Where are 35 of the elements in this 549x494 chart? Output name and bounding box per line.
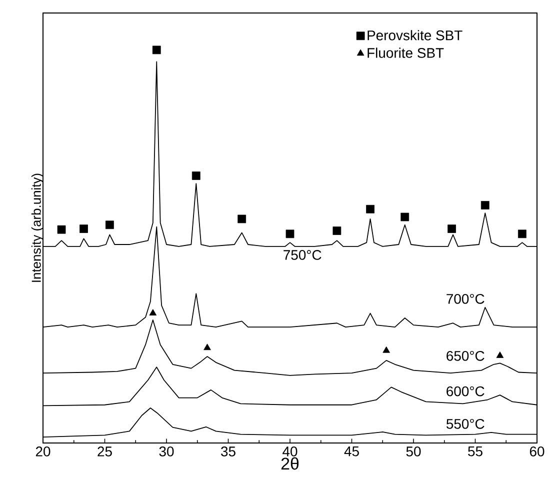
x-tick-label: 20 <box>36 446 50 456</box>
point <box>480 201 490 210</box>
x-tick-label: 35 <box>221 446 236 456</box>
y-axis-title: Intensity (arb.unity) <box>31 174 44 282</box>
point <box>366 204 374 214</box>
legend-label: Perovskite SBT <box>368 30 462 40</box>
legend-label: Fluorite SBT <box>368 48 444 58</box>
x-tick-label: 50 <box>406 446 421 456</box>
point <box>518 230 526 238</box>
point <box>152 46 161 54</box>
x-tick-label: 60 <box>530 446 544 456</box>
point <box>332 226 342 235</box>
point <box>238 214 246 224</box>
series-label: 650°C <box>446 350 484 361</box>
point <box>382 346 390 353</box>
point <box>192 172 200 180</box>
x-tick-label: 45 <box>344 446 359 456</box>
point <box>57 225 66 234</box>
point <box>80 224 88 233</box>
series-label: 600°C <box>446 386 484 396</box>
point <box>204 344 211 350</box>
series-label: 550°C <box>446 418 484 429</box>
x-tick-label: 40 <box>282 446 298 456</box>
x-tick-label: 55 <box>468 446 482 456</box>
x-tick-label: 30 <box>159 446 174 456</box>
point <box>496 352 504 358</box>
x-axis-title: 2θ <box>281 457 299 470</box>
series-label: 700°C <box>446 294 484 304</box>
point <box>149 309 157 316</box>
point <box>448 224 456 233</box>
x-tick-label: 25 <box>98 446 112 456</box>
point <box>400 212 410 222</box>
point <box>286 230 294 238</box>
series-label: 750°C <box>284 250 322 260</box>
point <box>106 220 114 230</box>
